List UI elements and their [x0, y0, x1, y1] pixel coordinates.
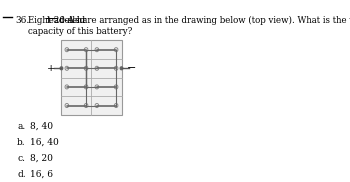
Text: c.: c. — [17, 154, 25, 163]
Text: Eight 20 A-hr: Eight 20 A-hr — [28, 16, 89, 25]
Circle shape — [60, 67, 63, 70]
Text: d.: d. — [17, 170, 26, 179]
Text: −: − — [127, 63, 136, 73]
Text: +: + — [47, 64, 55, 73]
Bar — [62, 40, 121, 115]
Text: 8, 40: 8, 40 — [30, 122, 53, 131]
Text: 16, 40: 16, 40 — [30, 138, 58, 147]
Circle shape — [120, 67, 123, 70]
Text: b.: b. — [17, 138, 26, 147]
Text: 16, 6: 16, 6 — [30, 170, 53, 179]
Text: 36.: 36. — [16, 16, 30, 25]
Text: lead-acid: lead-acid — [47, 16, 85, 25]
Text: cells are arranged as in the drawing below (top view). What is the voltage and A: cells are arranged as in the drawing bel… — [57, 16, 350, 25]
Text: capacity of this battery?: capacity of this battery? — [28, 27, 133, 36]
Text: 8, 20: 8, 20 — [30, 154, 53, 163]
Text: a.: a. — [17, 122, 26, 131]
